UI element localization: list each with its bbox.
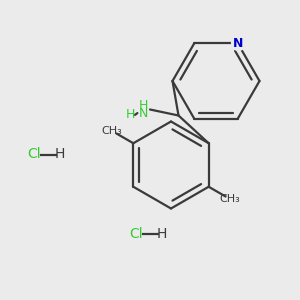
Text: N: N: [139, 106, 148, 120]
Text: H: H: [126, 108, 135, 122]
Text: H: H: [139, 99, 148, 112]
Text: H: H: [55, 148, 65, 161]
Text: Cl: Cl: [130, 227, 143, 241]
Text: CH₃: CH₃: [220, 194, 241, 204]
Text: H: H: [157, 227, 167, 241]
Text: N: N: [232, 37, 243, 50]
Text: Cl: Cl: [28, 148, 41, 161]
Text: CH₃: CH₃: [101, 126, 122, 136]
